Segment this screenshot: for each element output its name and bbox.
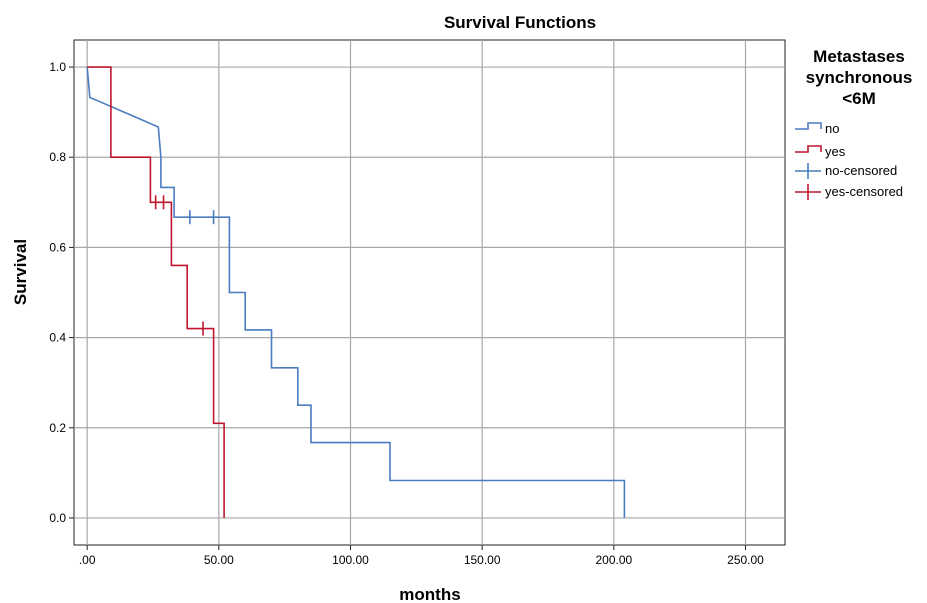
- legend-title-line-2: synchronous: [806, 68, 913, 87]
- y-tick-label: 1.0: [49, 60, 66, 74]
- y-tick-label: 0.6: [49, 240, 66, 254]
- legend-label-yes-censored: yes-censored: [825, 184, 903, 199]
- x-tick-label: .00: [79, 553, 96, 567]
- y-tick-label: 0.4: [49, 331, 66, 345]
- legend-title-line-3: <6M: [842, 89, 876, 108]
- x-tick-label: 200.00: [595, 553, 632, 567]
- grid-lines: [74, 40, 785, 545]
- plot-area: [73, 39, 786, 546]
- x-tick-label: 150.00: [464, 553, 501, 567]
- chart-title: Survival Functions: [444, 13, 596, 32]
- y-tick-label: 0.2: [49, 421, 66, 435]
- legend-swatch-yes-censored: [795, 184, 821, 200]
- legend-label-no: no: [825, 121, 839, 136]
- y-tick-labels: 0.0 0.2 0.4 0.6 0.8 1.0: [49, 60, 74, 525]
- y-tick-label: 0.8: [49, 150, 66, 164]
- y-axis-label: Survival: [11, 239, 30, 305]
- x-tick-label: 250.00: [727, 553, 764, 567]
- x-tick-labels: .00 50.00 100.00 150.00 200.00 250.00: [79, 545, 764, 567]
- series-line-yes: [87, 66, 225, 518]
- legend-swatch-yes: [795, 145, 822, 153]
- series-lines: [86, 66, 626, 518]
- legend-title-line-1: Metastases: [813, 47, 905, 66]
- legend-swatch-no: [795, 122, 822, 130]
- legend-swatch-no-censored: [795, 163, 821, 179]
- censor-marks: [154, 195, 215, 336]
- legend-label-no-censored: no-censored: [825, 163, 897, 178]
- series-line-no: [86, 67, 626, 518]
- x-tick-label: 100.00: [332, 553, 369, 567]
- y-tick-label: 0.0: [49, 511, 66, 525]
- legend-label-yes: yes: [825, 144, 846, 159]
- x-axis-label: months: [399, 585, 460, 603]
- x-tick-label: 50.00: [204, 553, 234, 567]
- legend: Metastases synchronous <6M no yes no-cen…: [795, 47, 912, 200]
